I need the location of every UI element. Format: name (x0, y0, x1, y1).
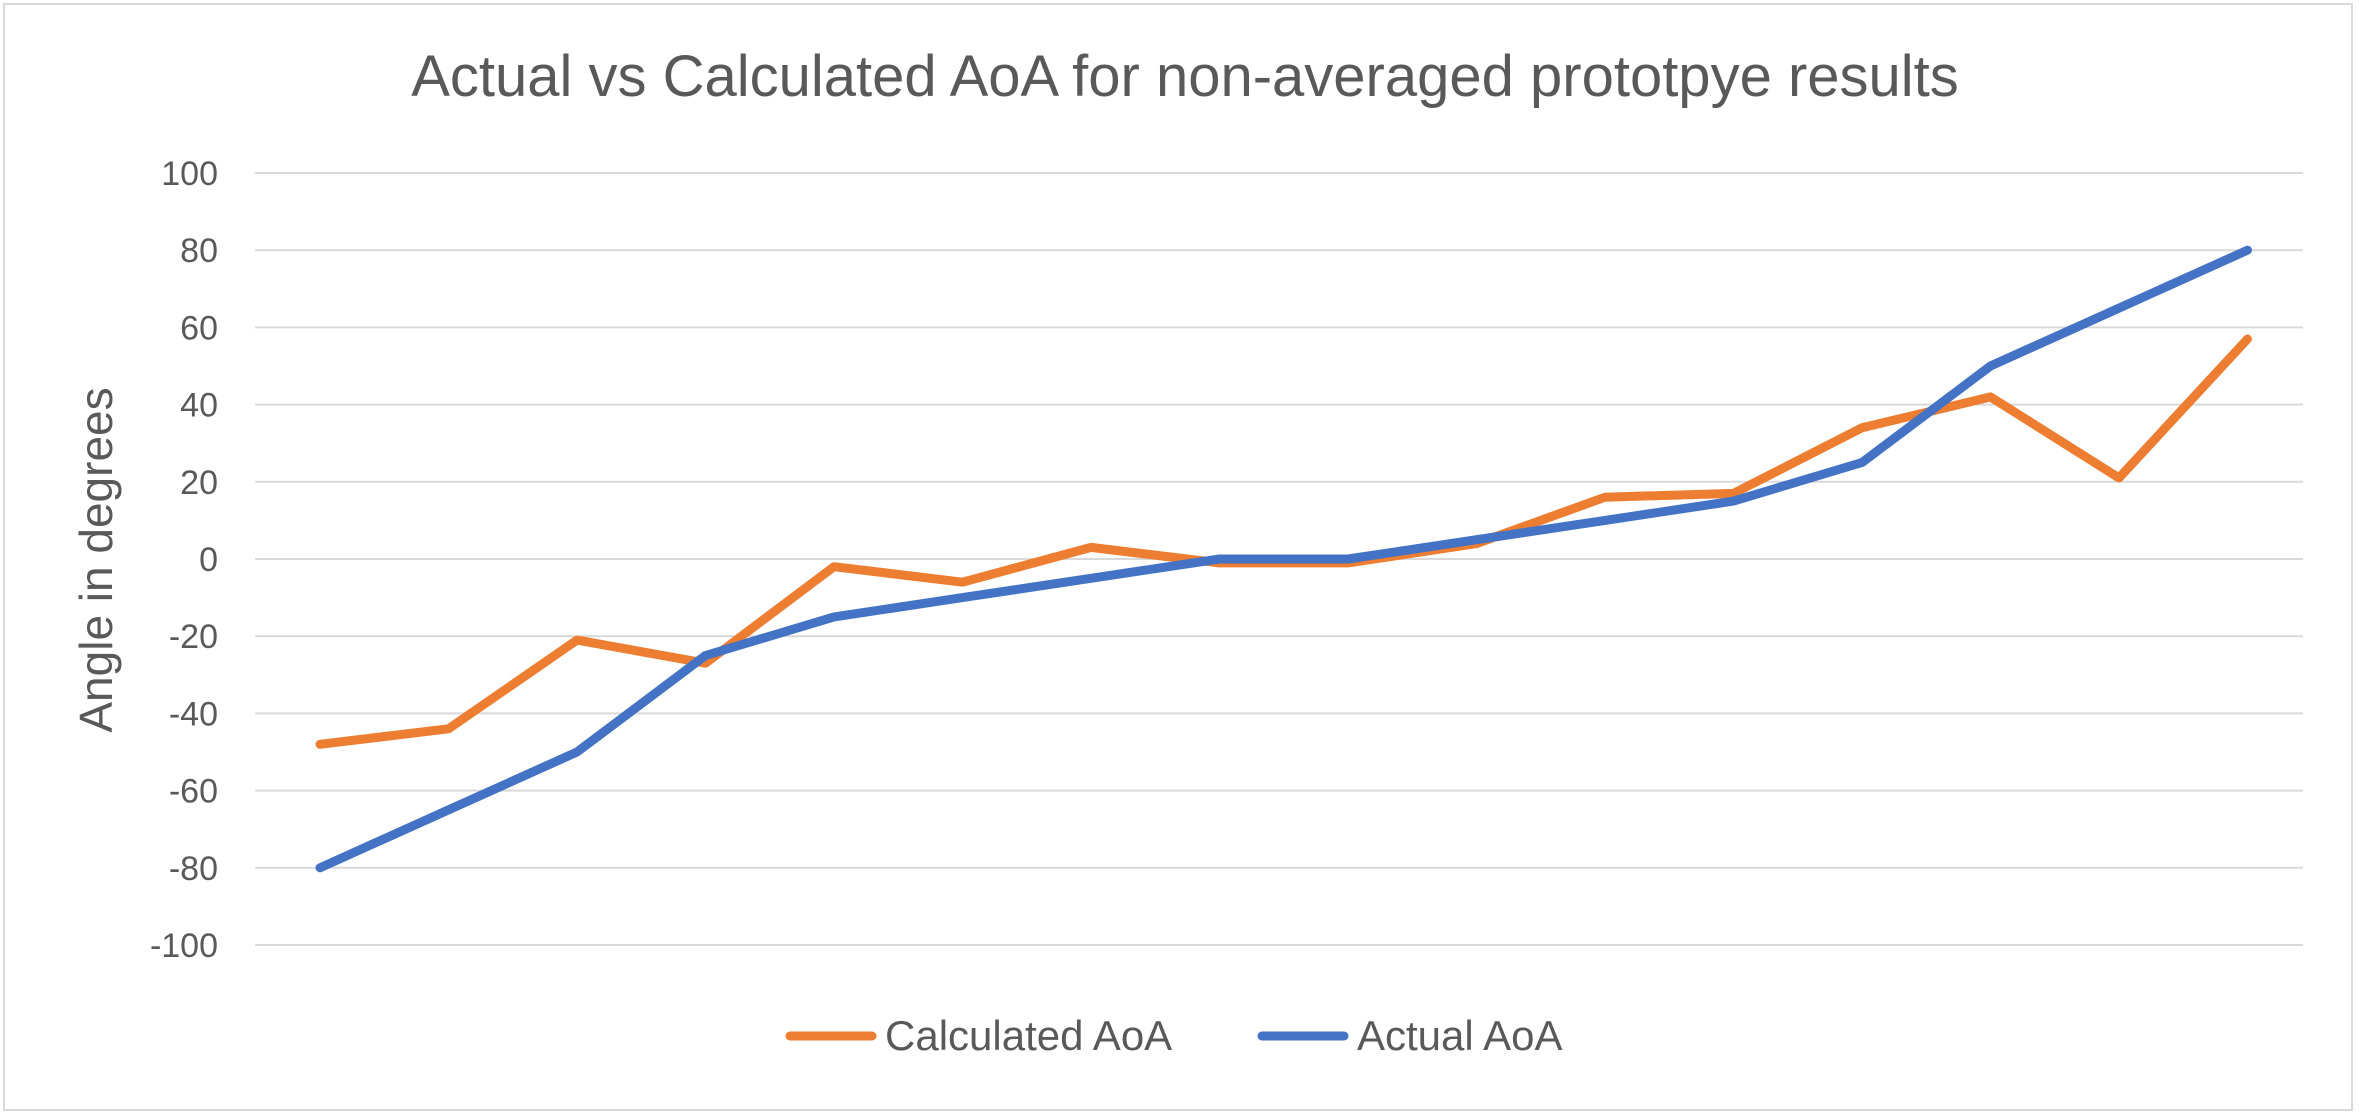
legend-label-calculated-aoa: Calculated AoA (885, 1012, 1172, 1059)
gridlines (255, 172, 2303, 946)
y-tick-label: 0 (199, 541, 218, 579)
y-tick-label: -40 (169, 695, 218, 733)
y-tick-label: -60 (169, 773, 218, 811)
series-line-calculated-aoa (315, 334, 2252, 749)
series-lines (315, 245, 2252, 873)
chart-title: Actual vs Calculated AoA for non-average… (411, 44, 1959, 109)
y-tick-label: -100 (150, 927, 218, 965)
y-tick-label: 100 (161, 155, 218, 193)
y-axis-label: Angle in degrees (70, 387, 122, 732)
y-tick-label: -80 (169, 850, 218, 888)
legend: Calculated AoA Actual AoA (785, 1012, 1562, 1059)
y-tick-label: 60 (180, 309, 218, 347)
y-tick-label: 20 (180, 464, 218, 502)
y-tick-label: 80 (180, 232, 218, 270)
y-axis-tick-labels: 100 80 60 40 20 0 -20 -40 -60 -80 -100 (150, 155, 218, 965)
series-line-actual-aoa (315, 245, 2252, 873)
y-tick-label: 40 (180, 387, 218, 425)
legend-label-actual-aoa: Actual AoA (1357, 1012, 1562, 1059)
y-tick-label: -20 (169, 618, 218, 656)
